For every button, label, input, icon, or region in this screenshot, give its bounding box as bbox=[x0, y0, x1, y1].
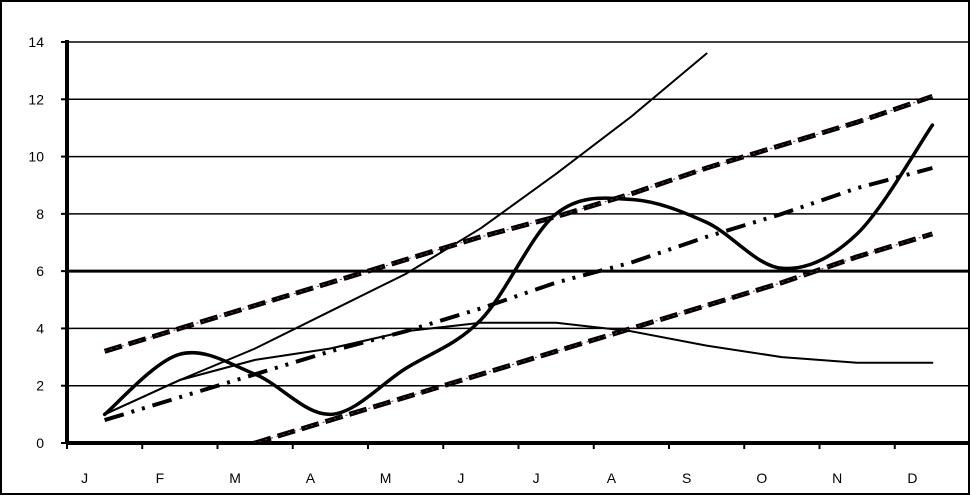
x-tick-label: J bbox=[81, 470, 88, 486]
x-tick-label: M bbox=[229, 470, 241, 486]
series-line-4 bbox=[103, 94, 934, 354]
y-tick-label: 12 bbox=[28, 91, 44, 107]
x-tick-label: F bbox=[156, 470, 165, 486]
x-tick-label: J bbox=[457, 470, 464, 486]
y-tick-label: 14 bbox=[28, 34, 44, 50]
y-tick-label: 2 bbox=[36, 378, 44, 394]
x-tick-label: A bbox=[306, 470, 316, 486]
series-line-5-accent bbox=[250, 233, 933, 443]
x-tick-label: D bbox=[907, 470, 917, 486]
x-tick-label: J bbox=[533, 470, 540, 486]
series-line-3 bbox=[102, 123, 935, 417]
x-tick-label: O bbox=[756, 470, 767, 486]
series-group bbox=[102, 52, 935, 443]
x-tick-label: A bbox=[607, 470, 617, 486]
series-line-2 bbox=[103, 321, 934, 416]
y-tick-label: 8 bbox=[36, 206, 44, 222]
x-tick-label: M bbox=[380, 470, 392, 486]
y-tick-label: 10 bbox=[28, 149, 44, 165]
y-tick-label: 0 bbox=[36, 435, 44, 451]
y-tick-labels: 0 2 4 6 8 10 12 14 bbox=[28, 34, 44, 451]
series-line-1 bbox=[103, 52, 708, 416]
gridlines bbox=[67, 41, 970, 387]
y-tick-label: 4 bbox=[36, 320, 44, 336]
x-tick-label: N bbox=[832, 470, 842, 486]
series-line-4-accent bbox=[104, 95, 933, 352]
axes bbox=[61, 40, 970, 449]
x-tick-label: S bbox=[682, 470, 691, 486]
series-line-6 bbox=[104, 166, 933, 423]
y-tick-label: 6 bbox=[36, 263, 44, 279]
